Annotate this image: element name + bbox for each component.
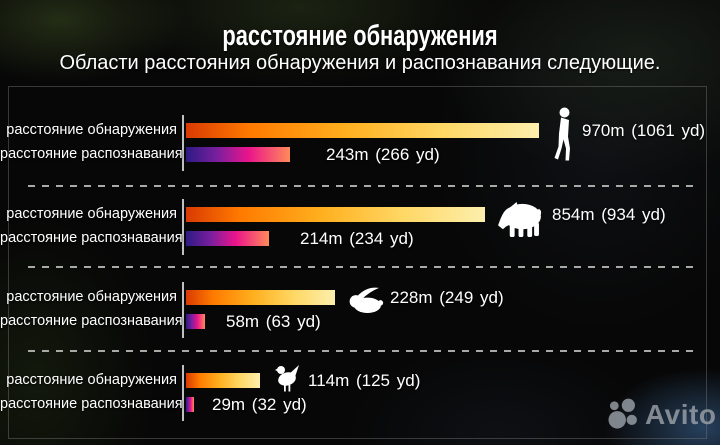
- row-label-recognition: расстояние распознавания: [0, 230, 183, 246]
- axis-line-rabbit: [182, 282, 184, 338]
- recognition-bar-boar: [186, 231, 269, 246]
- row-label-detection: расстояние обнаружения: [6, 372, 177, 388]
- bird-icon: [275, 364, 299, 392]
- detection-value-human: 970m (1061 yd): [582, 121, 706, 140]
- detection-value-bird: 114m (125 yd): [308, 371, 421, 390]
- recognition-bar-human: [186, 147, 290, 162]
- page-title: расстояние обнаружения: [222, 18, 498, 52]
- detection-bar-boar: [186, 207, 485, 222]
- recognition-value-human: 243m (266 yd): [326, 145, 440, 164]
- dashed-separator: [28, 350, 700, 352]
- recognition-bar-rabbit: [186, 314, 205, 329]
- recognition-value-boar: 214m (234 yd): [300, 229, 414, 248]
- row-label-detection: расстояние обнаружения: [6, 122, 177, 138]
- detection-bar-bird: [186, 373, 260, 388]
- detection-value-rabbit: 228m (249 yd): [390, 288, 504, 307]
- row-label-recognition: расстояние распознавания: [0, 396, 183, 412]
- detection-bar-rabbit: [186, 290, 335, 305]
- dashed-separator: [28, 266, 700, 268]
- axis-line-boar: [182, 199, 184, 255]
- recognition-value-bird: 29m (32 yd): [212, 395, 307, 414]
- recognition-value-rabbit: 58m (63 yd): [226, 312, 321, 331]
- watermark: Avito: [608, 398, 716, 431]
- row-label-detection: расстояние обнаружения: [6, 206, 177, 222]
- axis-line-human: [182, 115, 184, 171]
- chart-frame: [8, 86, 707, 439]
- subtitle: Области расстояния обнаружения и распозн…: [59, 52, 661, 74]
- human-icon: [551, 106, 575, 163]
- detection-bar-human: [186, 123, 539, 138]
- row-label-recognition: расстояние распознавания: [0, 313, 183, 329]
- axis-line-bird: [182, 365, 184, 421]
- row-label-recognition: расстояние распознавания: [0, 146, 183, 162]
- detection-value-boar: 854m (934 yd): [552, 205, 666, 224]
- rabbit-icon: [348, 286, 384, 313]
- boar-icon: [496, 201, 543, 238]
- watermark-brand: Avito: [645, 398, 717, 430]
- avito-logo-icon: [608, 398, 637, 429]
- recognition-bar-bird: [186, 397, 194, 412]
- dashed-separator: [28, 185, 700, 187]
- row-label-detection: расстояние обнаружения: [6, 289, 177, 305]
